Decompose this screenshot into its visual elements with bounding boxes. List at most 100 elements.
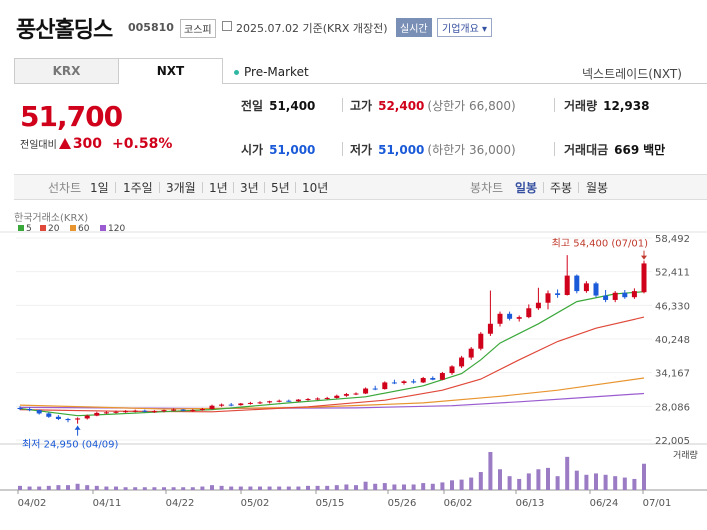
volume-bar: [37, 486, 42, 490]
candle-body: [545, 293, 551, 303]
volume-bar: [152, 487, 157, 490]
range-1d[interactable]: 1일: [90, 181, 109, 195]
volume-bar: [306, 485, 310, 490]
range-10y[interactable]: 10년: [302, 181, 329, 195]
candle-chart-label[interactable]: 봉차트: [470, 181, 504, 195]
stat-sub: (상한가 66,800): [427, 99, 516, 113]
candle-body: [142, 410, 148, 412]
line-chart-label[interactable]: 선차트: [48, 181, 82, 195]
candle-body: [401, 381, 407, 384]
candle-body: [151, 411, 157, 413]
volume-bar: [517, 478, 522, 490]
stat-value: 51,400: [269, 99, 316, 113]
volume-bar: [114, 486, 118, 490]
candle-body: [17, 407, 23, 410]
candle-body: [238, 403, 244, 406]
stock-header: 풍산홀딩스 005810 코스피 2025.07.02 기준(KRX 개장전) …: [16, 10, 706, 43]
reference-date: 2025.07.02 기준(KRX 개장전): [236, 22, 388, 35]
candle-body: [103, 412, 109, 414]
volume-bar: [325, 485, 330, 490]
volume-bar: [382, 483, 387, 490]
volume-bar: [18, 485, 22, 490]
legend-swatch: [100, 225, 106, 231]
volume-bar: [200, 486, 205, 490]
tab-divider: [222, 83, 707, 84]
volume-bar: [248, 486, 253, 490]
volume-bar: [219, 485, 224, 490]
y-tick-label: 22,005: [655, 436, 690, 447]
x-tick-label: 06/02: [444, 498, 473, 509]
volume-bar: [507, 476, 512, 490]
volume-bar: [526, 473, 531, 490]
range-1y[interactable]: 1년: [209, 181, 228, 195]
range-3y[interactable]: 3년: [240, 181, 259, 195]
realtime-button[interactable]: 실시간: [396, 18, 432, 37]
candle-body: [343, 394, 349, 396]
stat-value: 51,000: [269, 143, 316, 157]
volume-bar: [190, 487, 195, 490]
volume-bar: [123, 487, 128, 490]
volume-bar: [584, 474, 589, 490]
stock-chart[interactable]: 한국거래소(KRX)5 20 60 120 58,492 52,411 46,330 40,2…: [0, 206, 707, 530]
volume-bar: [334, 485, 339, 490]
x-tick-label: 05/15: [316, 498, 345, 509]
market-badge: 코스피: [180, 19, 216, 38]
range-5y[interactable]: 5년: [271, 181, 290, 195]
volume-label: 거래량: [673, 449, 698, 461]
candle-body: [267, 401, 273, 403]
volume-bar: [344, 484, 349, 490]
candle-body: [487, 323, 493, 334]
legend-swatch: [70, 225, 76, 231]
stat-amount: 거래대금 669 백만: [564, 141, 665, 158]
candle-body: [190, 410, 196, 412]
x-tick-label: 04/11: [93, 498, 122, 509]
calendar-icon: [222, 21, 232, 31]
tab-krx[interactable]: KRX: [14, 58, 119, 84]
legend-label: 20: [48, 224, 60, 234]
candle-body: [516, 317, 522, 319]
pre-market-label: Pre-Market: [244, 65, 309, 79]
candle-body: [574, 275, 580, 292]
volume-bar: [632, 478, 637, 490]
stat-label: 고가: [350, 99, 373, 113]
candle-body: [583, 283, 589, 292]
volume-bar: [210, 485, 214, 490]
candle-body: [84, 415, 90, 419]
stat-low: 저가 51,000 (하한가 36,000): [350, 141, 516, 158]
y-tick-label: 46,330: [655, 301, 690, 312]
candle-body: [363, 388, 369, 394]
tab-nxt[interactable]: NXT: [118, 58, 223, 84]
chevron-down-icon: ▾: [482, 24, 488, 35]
up-triangle-icon: [58, 138, 71, 149]
volume-bar: [613, 476, 618, 490]
legend-swatch: [18, 225, 24, 231]
candle-body: [171, 409, 177, 411]
divider: [543, 182, 544, 193]
volume-bar: [286, 486, 291, 490]
volume-bar: [27, 486, 32, 490]
stat-value: 52,400: [378, 99, 425, 113]
candle-body: [497, 313, 503, 324]
status-dot-icon: [234, 70, 239, 75]
candle-body: [411, 381, 417, 383]
candle-body: [603, 295, 609, 300]
range-1w[interactable]: 1주일: [123, 181, 153, 195]
range-weekly[interactable]: 주봉: [550, 181, 573, 195]
candle-body: [286, 400, 292, 402]
candle-body: [180, 409, 186, 411]
company-overview-dropdown[interactable]: 기업개요 ▾: [437, 18, 493, 37]
candle-body: [315, 398, 321, 400]
volume-bar: [392, 484, 397, 490]
candle-body: [324, 397, 330, 399]
x-tick-label: 04/22: [166, 498, 195, 509]
divider: [233, 182, 234, 193]
range-monthly[interactable]: 월봉: [586, 181, 609, 195]
volume-bar: [478, 472, 483, 490]
stat-label: 시가: [241, 143, 264, 157]
range-3m[interactable]: 3개월: [166, 181, 196, 195]
candle-body: [420, 378, 426, 383]
volume-bar: [85, 485, 90, 490]
volume-bar: [229, 486, 234, 490]
range-daily[interactable]: 일봉: [515, 181, 538, 195]
volume-bar: [440, 482, 445, 490]
